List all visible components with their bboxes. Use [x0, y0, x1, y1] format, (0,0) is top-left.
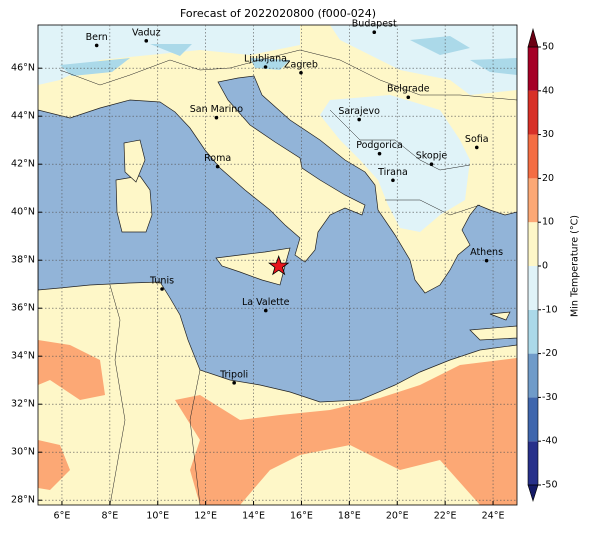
colorbar-label: Min Temperature (°C) — [570, 215, 581, 317]
city-dot — [144, 39, 149, 43]
city-dot — [372, 30, 377, 34]
city-dot — [232, 381, 236, 385]
map-frame — [37, 24, 518, 506]
city-label: Bern — [86, 32, 108, 43]
city-dot — [214, 115, 219, 120]
y-tick-label: 34°N — [11, 351, 35, 362]
city-dot — [263, 308, 268, 313]
colorbar-tick-label: 0 — [542, 261, 548, 272]
city-dot — [263, 65, 268, 69]
y-tick-label: 42°N — [11, 159, 35, 170]
city-dot — [215, 164, 220, 169]
city-dot — [484, 258, 489, 263]
city-dot — [429, 162, 434, 166]
city-label: Belgrade — [387, 84, 430, 95]
y-tick-label: 38°N — [11, 255, 35, 266]
colorbar-band — [528, 397, 538, 442]
city-label: Sarajevo — [338, 106, 380, 117]
colorbar-tick-label: 10 — [542, 217, 554, 228]
city-dot — [299, 70, 303, 75]
x-tick-label: 10°E — [146, 511, 169, 522]
colorbar-band — [528, 90, 538, 135]
x-tick-label: 20°E — [386, 511, 409, 522]
city-label: Zagreb — [284, 59, 318, 70]
city-label: Ljubljana — [244, 54, 287, 65]
city-dot — [160, 287, 164, 291]
y-tick-label: 28°N — [11, 495, 35, 506]
colorbar-tick-label: -20 — [542, 348, 558, 359]
colorbar-tick-label: -40 — [542, 436, 558, 447]
colorbar-extend-high — [527, 27, 539, 48]
colorbar-band — [528, 222, 538, 266]
city-label: San Marino — [190, 104, 243, 115]
colorbar-tick-label: -50 — [542, 480, 558, 491]
colorbar-extend-low — [527, 484, 539, 503]
city-label: Podgorica — [356, 140, 403, 151]
colorbar-tick-label: -10 — [542, 304, 558, 315]
colorbar-tick-label: 40 — [542, 85, 554, 96]
title: Forecast of 2022020800 (f000-024) — [180, 7, 376, 20]
x-tick-label: 24°E — [482, 511, 505, 522]
city-label: La Valette — [242, 297, 290, 308]
city-label: Skopje — [416, 151, 448, 162]
colorbar-tick-label: 30 — [542, 129, 554, 140]
city-dot — [474, 145, 479, 150]
y-tick-label: 44°N — [11, 111, 35, 122]
y-tick-label: 40°N — [11, 207, 35, 218]
city-label: Tripoli — [219, 369, 248, 380]
x-tick-label: 14°E — [242, 511, 265, 522]
city-dot — [357, 117, 361, 122]
colorbar-tick-label: 50 — [542, 42, 554, 53]
x-tick-label: 8°E — [101, 511, 118, 522]
y-tick-label: 46°N — [11, 63, 35, 74]
city-dot — [406, 95, 411, 100]
colorbar-band — [528, 266, 538, 310]
x-tick-label: 16°E — [290, 511, 313, 522]
colorbar-band — [528, 309, 538, 354]
colorbar-band — [528, 47, 538, 91]
city-label: Vaduz — [132, 27, 161, 38]
colorbar-band — [528, 441, 538, 485]
city-dot — [377, 151, 382, 156]
star-marker — [268, 254, 290, 276]
city-label: Tunis — [149, 276, 174, 287]
colorbar-band — [528, 134, 538, 179]
x-tick-label: 18°E — [338, 511, 361, 522]
colorbar-tick-label: 20 — [542, 173, 554, 184]
colorbar-band — [528, 178, 538, 223]
city-label: Athens — [470, 247, 503, 258]
y-tick-label: 32°N — [11, 399, 35, 410]
city-label: Roma — [204, 153, 231, 164]
colorbar-tick-label: -30 — [542, 392, 558, 403]
y-tick-label: 36°N — [11, 303, 35, 314]
x-tick-label: 6°E — [54, 511, 71, 522]
city-label: Sofia — [465, 134, 489, 145]
city-dot — [94, 43, 99, 48]
city-label: Tirana — [377, 167, 408, 178]
x-tick-label: 12°E — [194, 511, 217, 522]
city-label: Budapest — [352, 19, 397, 30]
colorbar-band — [528, 353, 538, 398]
y-tick-label: 30°N — [11, 447, 35, 458]
city-dot — [391, 178, 395, 183]
x-tick-label: 22°E — [434, 511, 457, 522]
